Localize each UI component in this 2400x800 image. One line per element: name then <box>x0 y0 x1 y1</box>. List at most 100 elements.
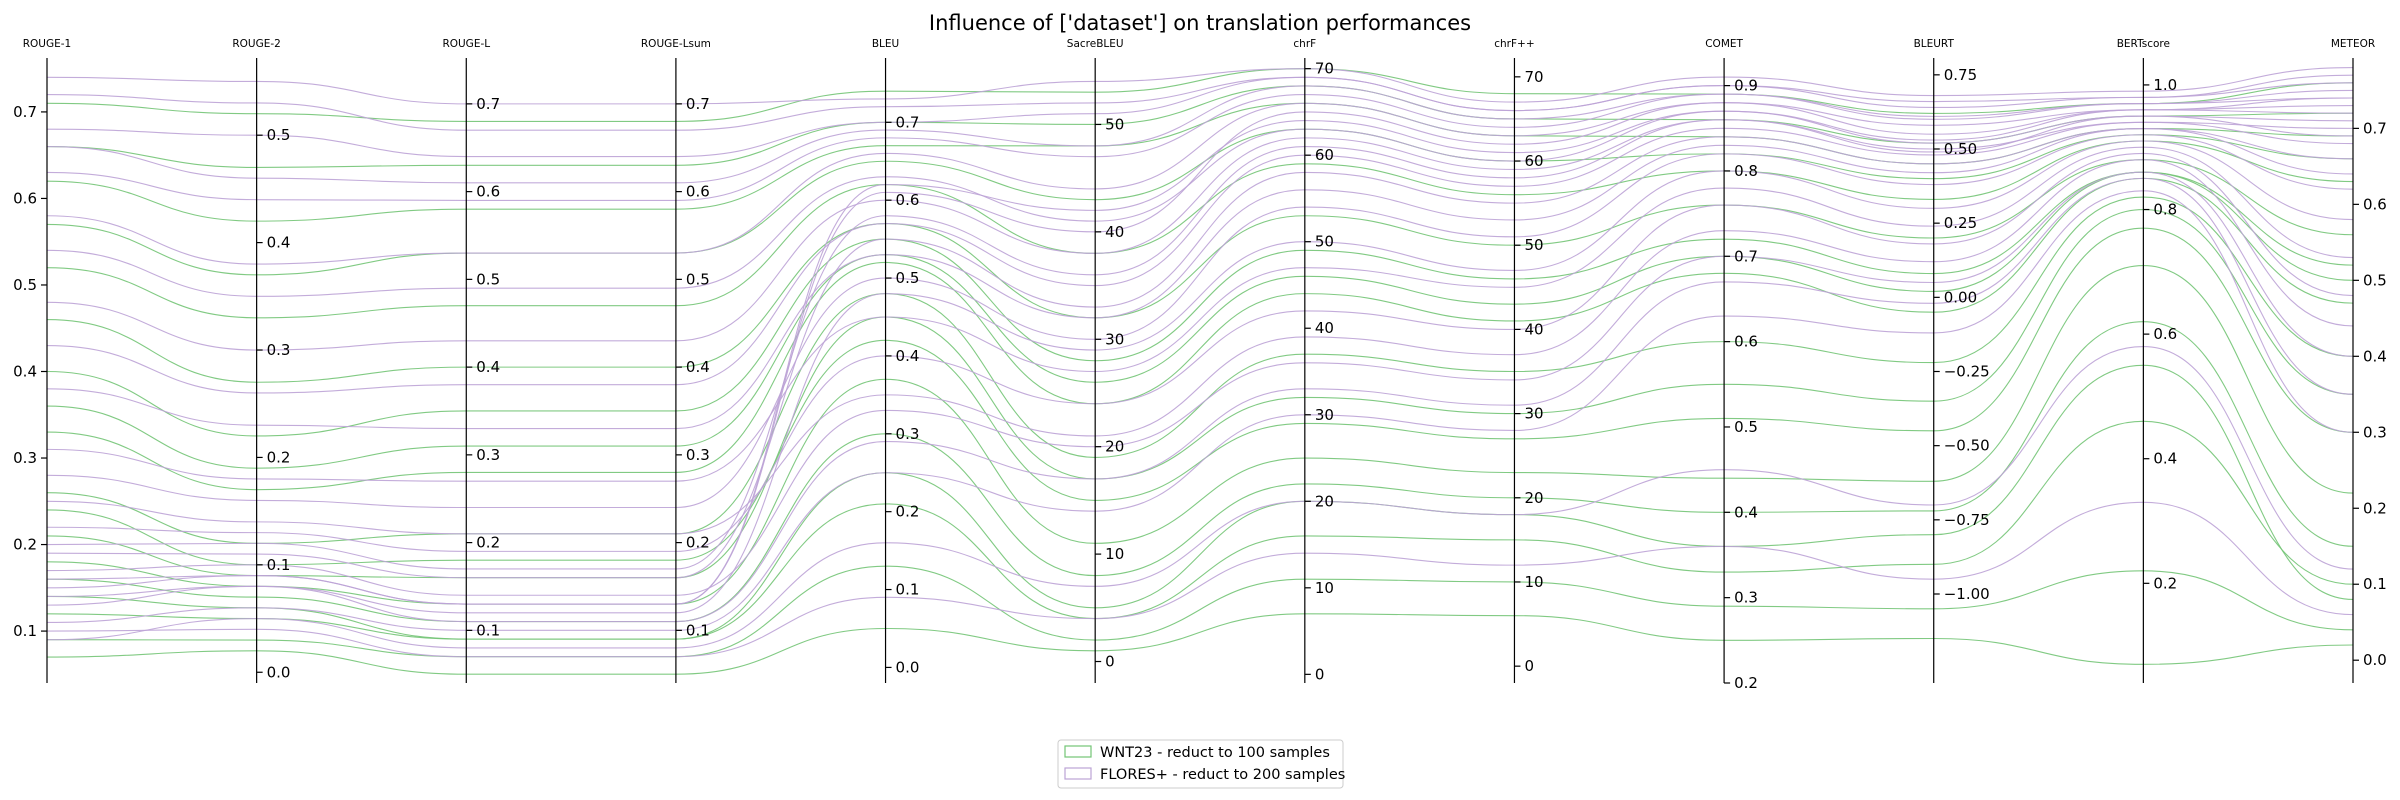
series-0-sample-line <box>46 171 2354 469</box>
tick-label: 0.5 <box>896 269 920 287</box>
axis-label-rouge-lsum: ROUGE-Lsum <box>641 38 711 50</box>
tick-label: 0.2 <box>13 536 37 554</box>
legend-swatch-flores <box>1064 767 1092 780</box>
series-1-sample-line <box>46 346 2354 649</box>
tick-label: 60 <box>1524 152 1543 170</box>
tick-label: 40 <box>1524 320 1543 338</box>
tick-label: 0.0 <box>896 658 920 676</box>
series-0-sample-line <box>46 177 2354 491</box>
tick-label: 0.1 <box>896 581 920 599</box>
series-0-sample-line <box>46 227 2354 566</box>
tick-label: 0.7 <box>13 103 37 121</box>
series-1-sample-line <box>46 146 2354 482</box>
sample-lines <box>46 67 2354 675</box>
tick-label: 40 <box>1105 223 1124 241</box>
tick-label: 0.6 <box>2153 325 2177 343</box>
tick-label: 40 <box>1315 319 1334 337</box>
legend: WNT23 - reduct to 100 samples FLORES+ - … <box>1057 739 1345 789</box>
tick-label: 0.3 <box>267 341 291 359</box>
tick-label: 30 <box>1524 405 1543 423</box>
tick-label: 0 <box>1315 665 1325 683</box>
tick-label: 0.7 <box>476 95 500 113</box>
tick-label: 0.1 <box>2363 575 2387 593</box>
tick-label: 0.1 <box>13 622 37 640</box>
series-1-sample-line <box>46 76 2354 131</box>
tick-label: −1.00 <box>1944 585 1990 603</box>
axis-label-meteor: METEOR <box>2331 38 2375 50</box>
tick-label: 0.2 <box>686 534 710 552</box>
series-1-sample-line <box>46 74 2354 158</box>
tick-label: 0.5 <box>267 126 291 144</box>
axis-label-chrf: chrF <box>1293 38 1316 50</box>
tick-label: 20 <box>1524 489 1543 507</box>
tick-label: 10 <box>1524 573 1543 591</box>
series-0-sample-line <box>46 128 2354 276</box>
tick-label: 1.0 <box>2153 76 2177 94</box>
axis-label-bleu: BLEU <box>872 38 899 50</box>
series-0-sample-line <box>46 565 2354 658</box>
tick-label: 60 <box>1315 146 1334 164</box>
tick-label: 20 <box>1105 438 1124 456</box>
series-0-sample-line <box>46 68 2354 122</box>
tick-label: 0.4 <box>13 363 37 381</box>
tick-label: 0.2 <box>267 448 291 466</box>
axis-label-bleurt: BLEURT <box>1914 38 1955 50</box>
tick-label: 0.7 <box>686 95 710 113</box>
tick-label: 0.1 <box>476 621 500 639</box>
tick-label: 0.2 <box>2153 574 2177 592</box>
tick-label: 0.75 <box>1944 66 1977 84</box>
tick-label: 0.9 <box>1734 77 1758 95</box>
tick-label: 0.4 <box>2363 347 2387 365</box>
tick-label: 0.5 <box>1734 418 1758 436</box>
tick-label: 0.6 <box>896 191 920 209</box>
tick-label: −0.50 <box>1944 437 1990 455</box>
tick-label: 0.5 <box>476 270 500 288</box>
tick-label: 10 <box>1105 545 1124 563</box>
tick-label: 0.00 <box>1944 288 1977 306</box>
tick-label: −0.75 <box>1944 511 1990 529</box>
tick-label: 0.1 <box>267 556 291 574</box>
tick-label: 0.5 <box>13 276 37 294</box>
tick-label: 50 <box>1105 115 1124 133</box>
tick-label: 10 <box>1315 579 1334 597</box>
series-1-sample-line <box>46 102 2354 265</box>
axis-label-comet: COMET <box>1705 38 1743 50</box>
tick-label: 70 <box>1524 68 1543 86</box>
tick-label: 0.6 <box>13 189 37 207</box>
series-1-sample-line <box>46 121 2354 394</box>
tick-label: 0.4 <box>1734 503 1758 521</box>
tick-label: 0.6 <box>1734 333 1758 351</box>
tick-label: 0.7 <box>896 113 920 131</box>
axes-group: ROUGE-1 0.1 0.2 0.3 0.4 0.5 0.6 0.7 ROUGE-2 0.0 0.… <box>13 38 2387 692</box>
tick-label: 0.8 <box>2153 201 2177 219</box>
legend-swatch-wnt23 <box>1064 745 1092 758</box>
tick-label: 0.3 <box>476 446 500 464</box>
tick-label: 50 <box>1315 233 1334 251</box>
legend-label-flores: FLORES+ - reduct to 200 samples <box>1100 767 1345 783</box>
axis-label-rouge-2: ROUGE-2 <box>232 38 281 50</box>
series-0-sample-line <box>46 613 2354 675</box>
tick-label: 0.4 <box>267 234 291 252</box>
tick-label: 0.2 <box>476 534 500 552</box>
tick-label: 0.0 <box>267 663 291 681</box>
series-0-sample-line <box>46 265 2354 605</box>
series-1-sample-line <box>46 152 2354 552</box>
series-1-sample-line <box>46 501 2354 658</box>
series-1-sample-line <box>46 93 2354 201</box>
tick-label: 0.25 <box>1944 214 1977 232</box>
legend-frame <box>1057 739 1344 789</box>
tick-label: 0.6 <box>476 183 500 201</box>
axis-label-rouge-1: ROUGE-1 <box>23 38 72 50</box>
tick-label: 0.2 <box>1734 674 1758 692</box>
tick-label: 70 <box>1315 60 1334 78</box>
tick-label: 50 <box>1524 236 1543 254</box>
tick-label: 0.7 <box>2363 119 2387 137</box>
tick-label: 30 <box>1105 330 1124 348</box>
tick-label: 0.3 <box>13 449 37 467</box>
tick-label: 0.3 <box>2363 423 2387 441</box>
series-1-sample-line <box>46 110 2354 297</box>
series-1-sample-line <box>46 97 2354 605</box>
series-1-sample-line <box>46 159 2354 535</box>
chart-title: Influence of ['dataset'] on translation … <box>929 11 1471 35</box>
